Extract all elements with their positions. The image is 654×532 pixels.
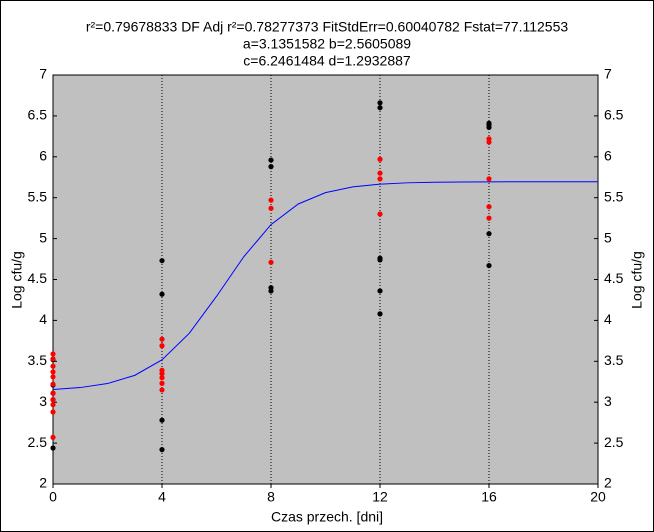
data-point xyxy=(50,374,56,380)
data-point xyxy=(377,257,383,263)
y-tick-label: 7 xyxy=(39,66,47,82)
data-point xyxy=(159,380,165,386)
data-point xyxy=(159,343,165,349)
data-point xyxy=(50,397,56,403)
x-tick-label: 20 xyxy=(590,489,606,505)
data-point xyxy=(377,176,383,182)
data-point xyxy=(50,445,56,451)
y-tick-label: 4.5 xyxy=(28,270,48,286)
data-point xyxy=(486,204,492,210)
data-point xyxy=(377,105,383,111)
x-tick-label: 4 xyxy=(158,489,166,505)
x-axis-label: Czas przech. [dni] xyxy=(271,509,383,525)
data-point xyxy=(50,409,56,415)
y-axis-label: Log cfu/g xyxy=(9,251,25,309)
data-point xyxy=(50,363,56,369)
y-tick-label: 3 xyxy=(39,393,47,409)
data-point xyxy=(159,291,165,297)
y-tick-label: 6.5 xyxy=(28,107,48,123)
fit-curve xyxy=(52,181,598,391)
data-point xyxy=(50,356,56,362)
data-point xyxy=(50,369,56,375)
data-point xyxy=(50,390,56,396)
data-point xyxy=(50,381,56,387)
y-tick-label: 2 xyxy=(39,475,47,491)
y-tick-label-right: 4.5 xyxy=(604,270,624,286)
data-point xyxy=(159,447,165,453)
plot-area xyxy=(52,74,599,485)
data-point xyxy=(377,288,383,294)
data-point xyxy=(377,100,383,106)
x-tick-label: 16 xyxy=(481,489,497,505)
x-tick-label: 12 xyxy=(372,489,388,505)
data-point xyxy=(486,215,492,221)
data-point xyxy=(377,170,383,176)
x-tick-label: 0 xyxy=(49,489,57,505)
y-tick-label-right: 3 xyxy=(604,393,612,409)
data-point xyxy=(268,164,274,170)
y-tick-label-right: 4 xyxy=(604,311,612,327)
data-point xyxy=(159,387,165,393)
data-point xyxy=(486,124,492,130)
data-point xyxy=(377,211,383,217)
data-point xyxy=(377,156,383,162)
y-tick-label: 4 xyxy=(39,311,47,327)
title-line: a=3.1351582 b=2.5605089 xyxy=(243,36,411,52)
data-point xyxy=(486,176,492,182)
y-tick-label-right: 3.5 xyxy=(604,352,624,368)
y-tick-label-right: 2.5 xyxy=(604,434,624,450)
data-point xyxy=(486,262,492,269)
data-point xyxy=(268,259,274,265)
data-point xyxy=(159,417,165,423)
y-axis-label-right: Log cfu/g xyxy=(629,251,645,309)
y-tick-label: 5.5 xyxy=(28,188,48,204)
x-tick-label: 8 xyxy=(267,489,275,505)
y-tick-label: 6 xyxy=(39,148,47,164)
y-tick-label: 5 xyxy=(39,229,47,245)
y-tick-label: 2.5 xyxy=(28,434,48,450)
y-tick-label-right: 7 xyxy=(604,66,612,82)
data-point xyxy=(50,402,56,408)
data-point xyxy=(268,197,274,203)
y-tick-label-right: 5.5 xyxy=(604,188,624,204)
data-point xyxy=(159,336,165,342)
data-point xyxy=(50,434,56,440)
y-tick-label: 3.5 xyxy=(28,352,48,368)
data-point xyxy=(486,139,492,145)
data-point xyxy=(159,258,165,264)
title-line: c=6.2461484 d=1.2932887 xyxy=(243,53,411,69)
y-tick-label-right: 5 xyxy=(604,229,612,245)
data-point xyxy=(486,231,492,237)
y-tick-label-right: 2 xyxy=(604,475,612,491)
data-point xyxy=(268,157,274,163)
data-point xyxy=(268,205,274,211)
title-line: r²=0.79678833 DF Adj r²=0.78277373 FitSt… xyxy=(86,19,569,35)
y-tick-label-right: 6.5 xyxy=(604,107,624,123)
data-point xyxy=(159,370,165,377)
data-point xyxy=(268,288,274,294)
y-tick-label-right: 6 xyxy=(604,148,612,164)
data-point xyxy=(50,351,56,357)
data-point xyxy=(377,311,383,317)
data-point xyxy=(159,375,165,381)
